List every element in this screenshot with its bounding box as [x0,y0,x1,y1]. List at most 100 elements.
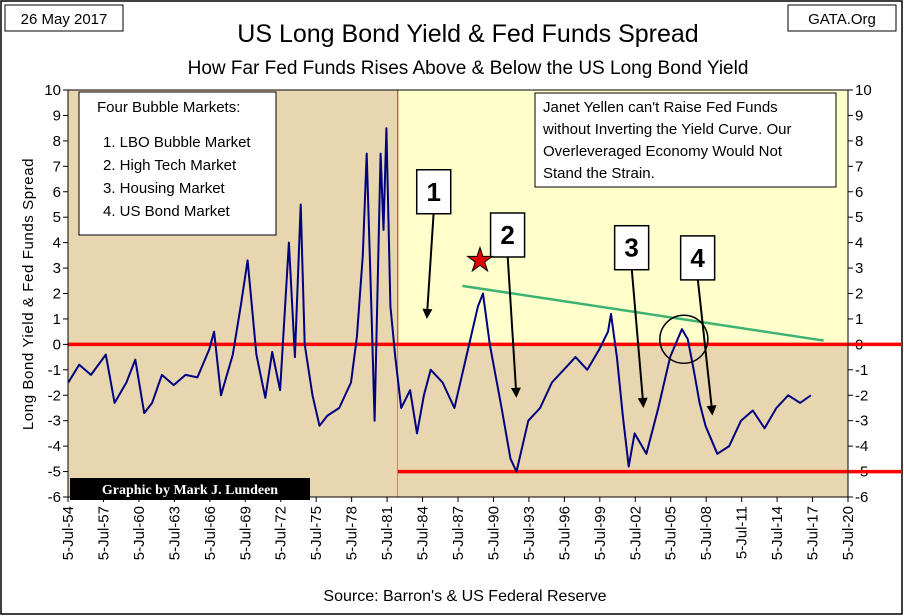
trend-line [462,284,824,342]
x-tick-label: 5-Jul-87 [450,506,467,560]
x-tick-label: 5-Jul-60 [131,506,148,560]
annotations: 1 2 3 4 [415,169,717,416]
x-tick-label: 5-Jul-75 [308,506,325,560]
date-label: 26 May 2017 [21,11,108,28]
bubble-item-3: 3. Housing Market [103,180,226,197]
marker-arrowhead-3 [637,397,648,408]
y-tick-label-left: 2 [53,286,61,303]
series-line [67,127,812,473]
date-box: 26 May 2017 [4,4,124,32]
x-tick-label: 5-Jul-57 [95,506,112,560]
marker-box-4 [679,235,716,281]
y-tick-label-left: -4 [48,438,61,455]
y-tick-label-left: 10 [44,82,61,99]
y-tick-label-right: -3 [855,413,868,430]
y-tick-label-right: 3 [855,260,863,277]
x-tick-label: 5-Jul-17 [805,506,822,560]
marker-label-4: 4 [690,243,705,273]
reference-lines [68,284,902,474]
y-tick-label-left: 6 [53,184,61,201]
y-tick-label-right: -1 [855,362,868,379]
chart-title: US Long Bond Yield & Fed Funds Spread [237,20,698,48]
yellen-note-box: Janet Yellen can't Raise Fed Funds witho… [534,92,837,188]
x-tick-label: 5-Jul-78 [344,506,361,560]
bubble-item-2: 2. High Tech Market [103,157,237,174]
x-tick-label: 5-Jul-72 [273,506,290,560]
x-tick-label: 5-Jul-66 [202,506,219,560]
x-tick-label: 5-Jul-20 [840,506,857,560]
y-tick-label-right: 7 [855,158,863,175]
x-tick-label: 5-Jul-69 [237,506,254,560]
y-tick-label-left: -2 [48,387,61,404]
marker-label-1: 1 [426,177,440,207]
y-axis-left: -6 -5 -4 -3 -2 -1 0 1 2 3 4 5 6 7 8 9 10 [44,82,68,506]
credit-label: Graphic by Mark J. Lundeen [102,483,278,498]
x-tick-label: 5-Jul-11 [734,506,751,559]
y-tick-label-right: 5 [855,209,863,226]
y-tick-label-left: 5 [53,209,61,226]
marker-arrowhead-4 [706,405,717,416]
y-tick-label-right: 4 [855,235,863,252]
x-axis: 5-Jul-54 5-Jul-57 5-Jul-60 5-Jul-63 5-Jul-66… [60,497,857,560]
x-tick-label: 5-Jul-05 [663,506,680,560]
marker-box-3 [613,224,650,271]
x-tick-label: 5-Jul-90 [485,506,502,560]
y-tick-label-right: -4 [855,438,868,455]
marker-arrow-3 [630,267,644,399]
x-tick-label: 5-Jul-93 [521,506,538,560]
source-caption: Source: Barron's & US Federal Reserve [323,588,606,605]
y-tick-label-right: -2 [855,387,868,404]
source-site-label: GATA.Org [808,11,876,28]
marker-arrow-2 [506,254,517,388]
x-tick-label: 5-Jul-08 [698,506,715,560]
y-tick-label-left: -3 [48,413,61,430]
bubble-item-4: 4. US Bond Market [103,203,231,220]
yellen-note-line-1: Janet Yellen can't Raise Fed Funds [543,99,778,116]
y-tick-label-left: -6 [48,489,61,506]
marker-box-1 [415,169,452,215]
bubble-item-1: 1. LBO Bubble Market [103,134,251,151]
marker-box-2 [489,212,526,258]
y-tick-label-right: 8 [855,133,863,150]
y-tick-label-right: 2 [855,286,863,303]
marker-label-3: 3 [624,233,638,263]
y-tick-label-left: 9 [53,107,61,124]
y-tick-label-right: 6 [855,184,863,201]
y-tick-label-left: 1 [53,311,61,328]
marker-arrow-1 [426,211,435,310]
y-tick-label-left: -5 [48,464,61,481]
y-tick-label-right: 9 [855,107,863,124]
y-tick-label-left: 4 [53,235,61,252]
y-tick-label-left: 7 [53,158,61,175]
x-tick-label: 5-Jul-99 [592,506,609,560]
y-axis-label: Long Bond Yield & Fed Funds Spread [20,158,37,430]
star-icon [466,245,494,273]
credit-box: Graphic by Mark J. Lundeen [70,478,310,500]
marker-arrow-4 [696,277,713,406]
source-box: GATA.Org [787,4,897,32]
chart-subtitle: How Far Fed Funds Rises Above & Below th… [188,58,749,79]
x-tick-label: 5-Jul-63 [166,506,183,560]
x-tick-label: 5-Jul-54 [60,506,77,560]
y-tick-label-left: 0 [53,336,61,353]
marker-arrowhead-2 [510,387,521,398]
y-tick-label-left: -1 [48,362,61,379]
y-tick-label-right: 10 [855,82,872,99]
marker-arrowhead-1 [422,308,433,319]
highlight-circle [659,314,709,365]
x-tick-label: 5-Jul-81 [379,506,396,560]
y-tick-label-right: -6 [855,489,868,506]
bubble-box-title: Four Bubble Markets: [97,99,240,116]
y-tick-label-left: 3 [53,260,61,277]
x-tick-label: 5-Jul-02 [627,506,644,560]
yellen-note-line-4: Stand the Strain. [543,165,655,182]
y-tick-label-right: 1 [855,311,863,328]
plot-frame [67,89,849,498]
y-tick-label-left: 8 [53,133,61,150]
marker-label-2: 2 [500,220,514,250]
x-tick-label: 5-Jul-84 [415,506,432,560]
